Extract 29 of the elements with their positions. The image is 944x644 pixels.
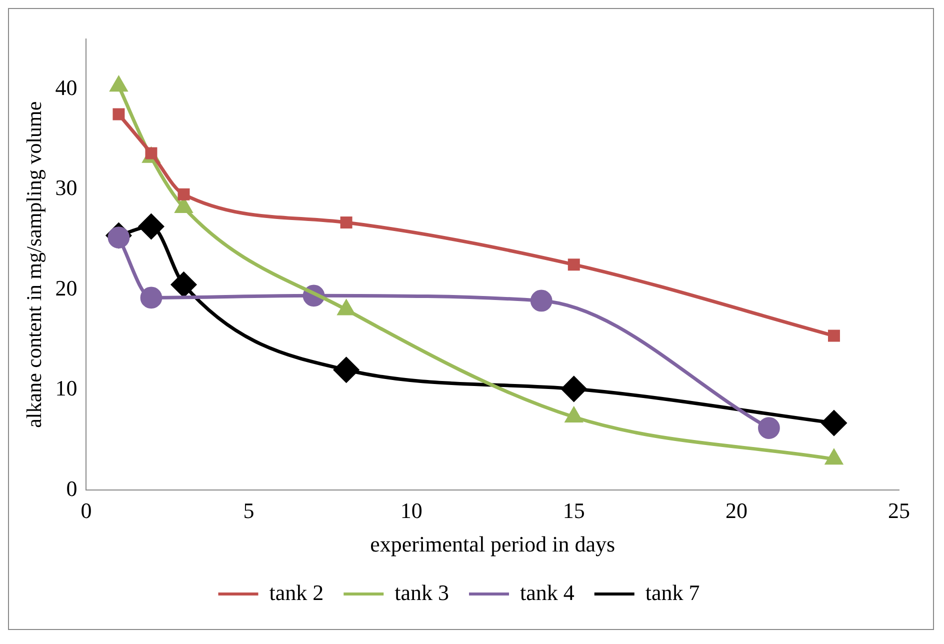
x-tick-label: 5 bbox=[243, 498, 254, 524]
x-axis-title: experimental period in days bbox=[370, 532, 616, 557]
legend-label: tank 3 bbox=[394, 580, 450, 605]
legend-label: tank 7 bbox=[645, 580, 700, 605]
point bbox=[112, 108, 125, 120]
point bbox=[568, 258, 580, 271]
point bbox=[821, 410, 847, 436]
legend-label: tank 4 bbox=[520, 580, 574, 605]
y-tick-label: 10 bbox=[55, 376, 78, 401]
point bbox=[758, 417, 780, 439]
point bbox=[340, 216, 352, 228]
legend-label: tank 2 bbox=[269, 580, 324, 605]
y-tick-label: 30 bbox=[55, 175, 78, 200]
y-tick-label: 0 bbox=[66, 476, 78, 501]
x-tick-label: 25 bbox=[888, 498, 910, 524]
x-tick-label: 10 bbox=[400, 498, 422, 524]
x-tick-label: 15 bbox=[562, 498, 585, 524]
point bbox=[178, 188, 190, 200]
point bbox=[138, 214, 164, 240]
x-tick-label: 20 bbox=[725, 498, 748, 524]
point bbox=[171, 272, 196, 298]
y-tick-label: 20 bbox=[55, 275, 78, 300]
y-tick-label: 40 bbox=[55, 74, 78, 100]
point bbox=[140, 286, 162, 309]
y-axis-title: alkane content in mg/sampling volume bbox=[22, 101, 46, 428]
point bbox=[530, 290, 552, 312]
point bbox=[828, 330, 840, 342]
point bbox=[334, 357, 359, 382]
point bbox=[561, 376, 586, 402]
